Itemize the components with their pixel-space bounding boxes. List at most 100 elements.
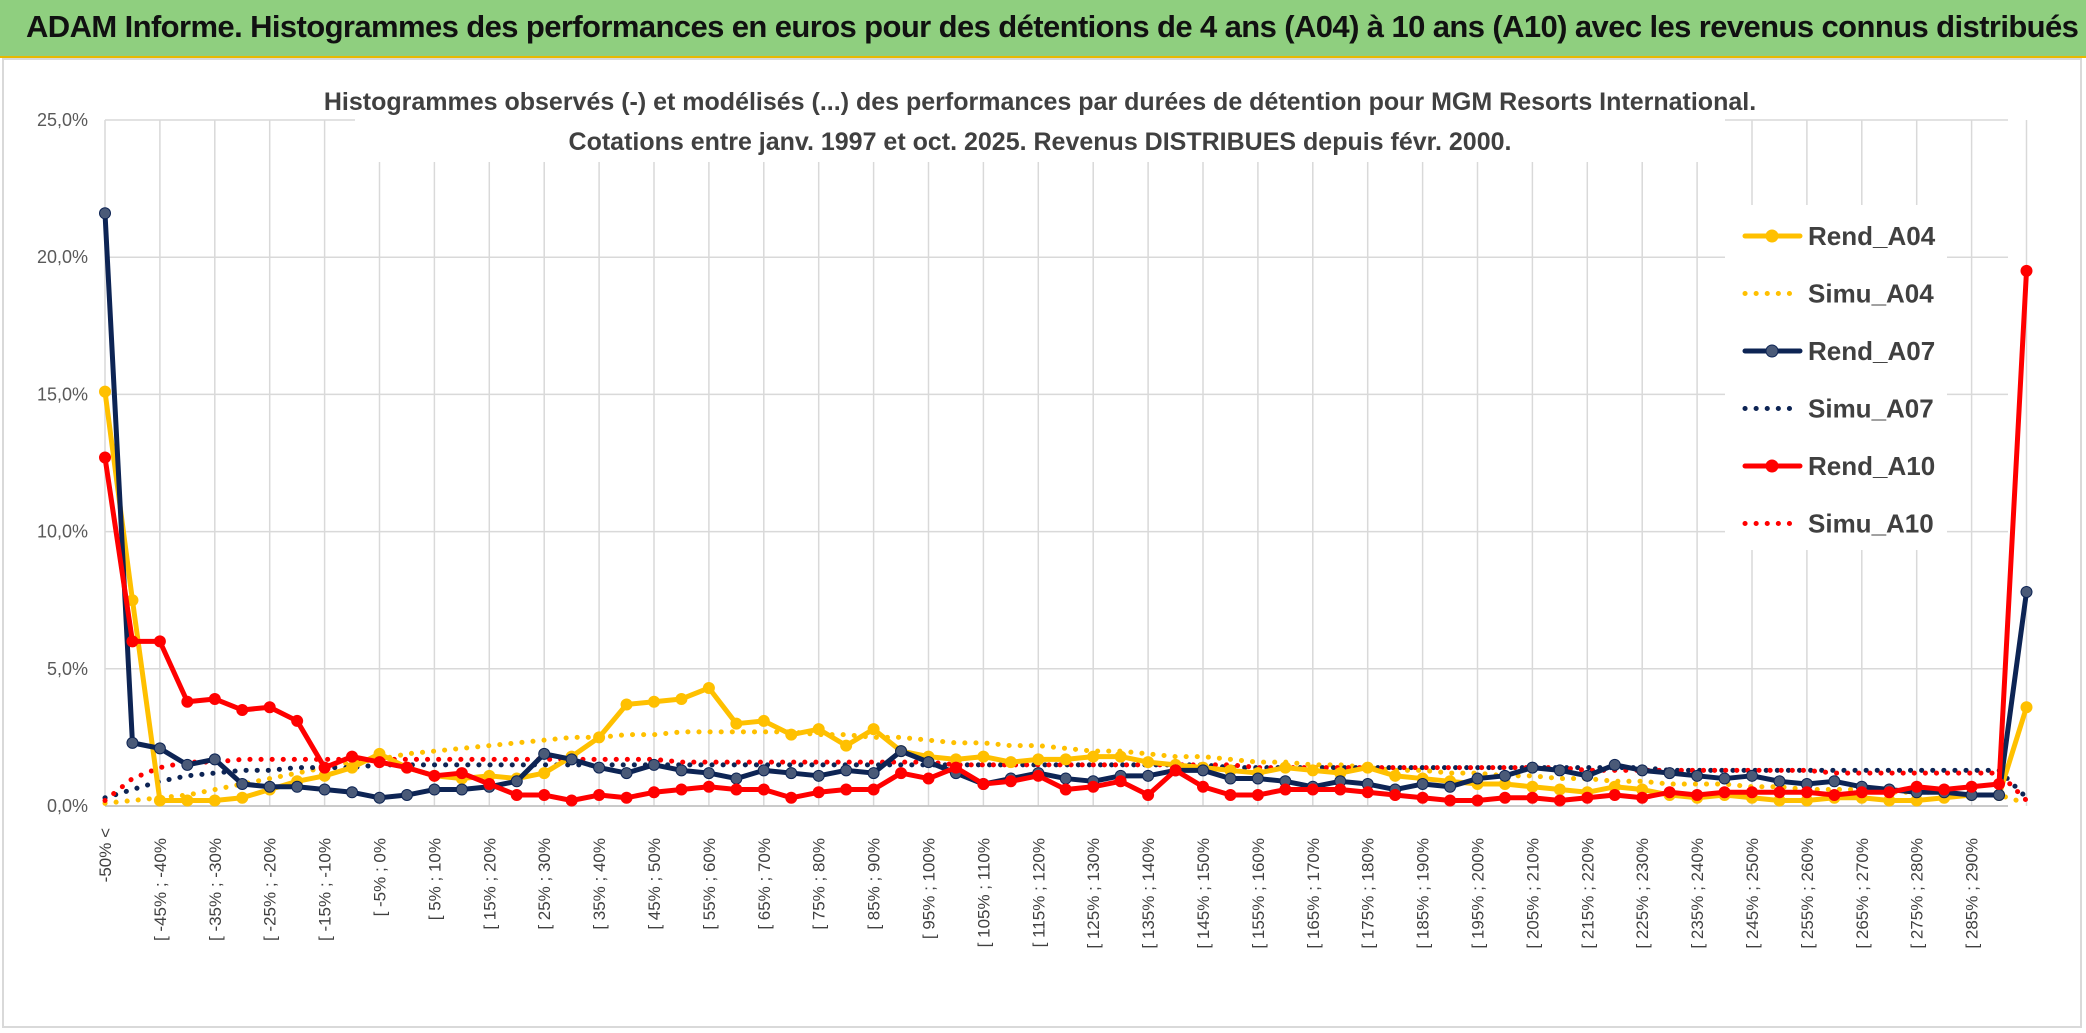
data-point (1691, 789, 1704, 802)
data-point (1993, 789, 2006, 802)
data-point (1608, 758, 1621, 771)
data-point (1746, 769, 1758, 782)
data-point (895, 745, 908, 758)
data-point (153, 635, 166, 648)
data-point (318, 761, 331, 774)
x-tick-label: [ 275% ; 280% (1908, 838, 1927, 949)
legend-marker (1765, 459, 1779, 473)
data-point (400, 761, 413, 774)
data-point (1032, 769, 1045, 782)
data-point (1306, 764, 1319, 777)
data-point (1883, 786, 1896, 799)
series (99, 207, 2033, 807)
data-point (1800, 786, 1813, 799)
data-point (1224, 789, 1237, 802)
data-point (1581, 769, 1594, 782)
data-point (291, 714, 304, 727)
data-point (1938, 783, 1951, 796)
x-tick-label: [ 135% ; 140% (1139, 838, 1158, 949)
x-tick-label: [ 215% ; 220% (1578, 838, 1597, 949)
data-point (208, 753, 221, 766)
data-point (1471, 794, 1484, 807)
x-tick-label: [ 235% ; 240% (1688, 838, 1707, 949)
chart-subtitle: Cotations entre janv. 1997 et oct. 2025.… (569, 128, 1512, 156)
data-point (867, 767, 880, 780)
data-point (565, 794, 578, 807)
legend-label: Rend_A10 (1808, 451, 1935, 481)
data-point (785, 791, 798, 804)
data-point (1416, 778, 1429, 791)
data-point (1197, 780, 1209, 793)
x-tick-label: [ 45% ; 50% (645, 838, 664, 930)
data-point (922, 756, 935, 769)
data-point (1004, 756, 1017, 769)
data-point (1993, 778, 2006, 791)
data-point (675, 783, 688, 796)
data-point (1114, 775, 1127, 788)
report-banner: ADAM Informe. Histogrammes des performan… (0, 0, 2086, 58)
data-point (1251, 772, 1264, 785)
x-tick-label: [ 85% ; 90% (865, 838, 884, 930)
data-point (1636, 791, 1649, 804)
data-point (648, 695, 660, 708)
x-tick-label: [ 155% ; 160% (1249, 838, 1268, 949)
data-point (126, 736, 139, 749)
y-tick-label: 25,0% (37, 110, 88, 130)
x-tick-label: [ -15% ; -10% (316, 838, 335, 941)
data-point (812, 723, 825, 736)
data-point (153, 794, 166, 807)
legend-label: Simu_A10 (1808, 509, 1934, 539)
data-point (455, 783, 468, 796)
data-point (153, 742, 166, 755)
data-point (702, 767, 715, 780)
data-point (1361, 761, 1374, 774)
x-tick-label: [ 145% ; 150% (1194, 838, 1213, 949)
series-rend-a10 (99, 264, 2033, 807)
x-tick-label: [ 15% ; 20% (480, 838, 499, 930)
series-line (102, 729, 2029, 806)
data-point (977, 778, 990, 791)
data-point (620, 698, 633, 711)
data-point (263, 701, 276, 714)
data-point (1663, 786, 1676, 799)
data-point (208, 692, 221, 705)
data-point (510, 775, 523, 788)
data-point (1224, 772, 1237, 785)
x-tick-label: [ -45% ; -40% (151, 838, 170, 941)
data-point (1306, 783, 1319, 796)
data-point (428, 783, 441, 796)
series-line (102, 756, 2029, 804)
x-tick-label: [ 285% ; 290% (1963, 838, 1982, 949)
data-point (1389, 769, 1402, 782)
x-tick-label: [ 205% ; 210% (1523, 838, 1542, 949)
data-point (126, 635, 139, 648)
data-point (236, 791, 249, 804)
data-point (593, 761, 606, 774)
data-point (1526, 780, 1539, 793)
data-point (236, 778, 249, 791)
data-point (867, 783, 880, 796)
data-point (675, 692, 688, 705)
data-point (1142, 789, 1155, 802)
data-point (1197, 764, 1209, 777)
data-point (400, 789, 413, 802)
data-point (785, 767, 798, 780)
data-point (1444, 794, 1457, 807)
data-point (346, 750, 359, 763)
x-tick-label: [ 25% ; 30% (535, 838, 554, 930)
x-tick-label: [ 105% ; 110% (974, 838, 993, 947)
data-point (99, 385, 111, 398)
data-point (1855, 786, 1868, 799)
data-point (538, 747, 551, 760)
x-tick-label: [ 95% ; 100% (920, 838, 939, 939)
data-point (510, 789, 523, 802)
data-point (1032, 753, 1045, 766)
data-point (1636, 764, 1649, 777)
data-point (1718, 786, 1731, 799)
data-point (593, 731, 606, 744)
data-point (1142, 769, 1155, 782)
y-tick-label: 10,0% (37, 522, 88, 542)
data-point (208, 794, 221, 807)
data-point (1087, 780, 1100, 793)
data-point (1169, 764, 1182, 777)
